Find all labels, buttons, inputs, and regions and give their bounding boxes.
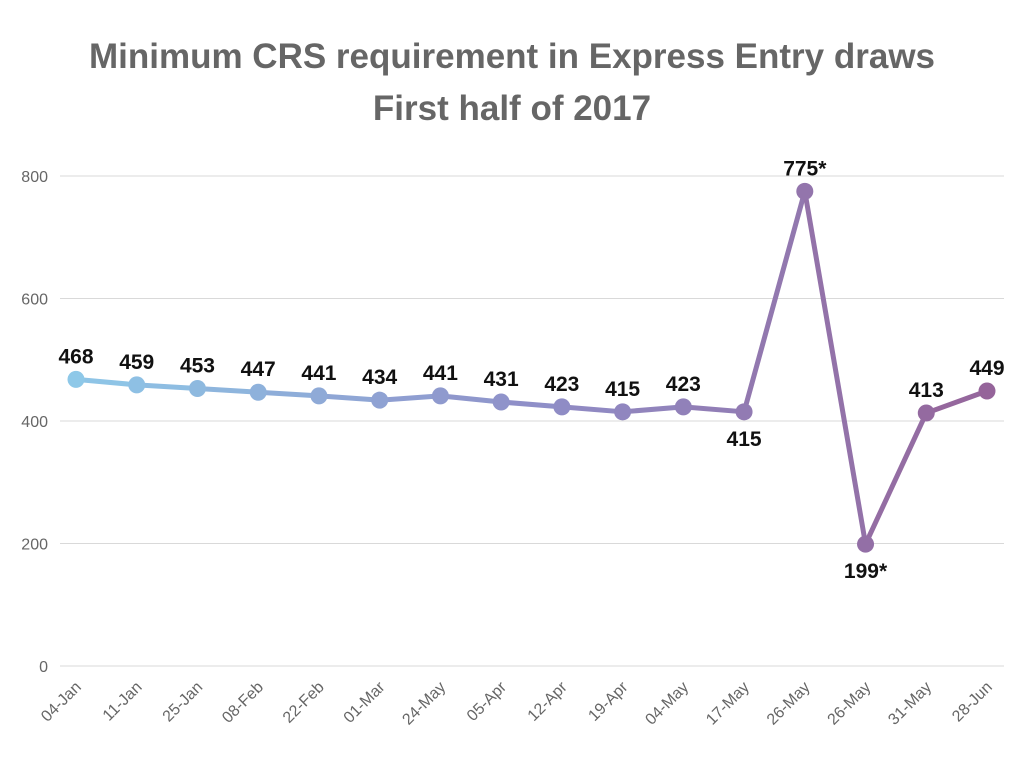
series-line-segment: [620, 404, 686, 415]
data-label: 449: [969, 357, 1004, 380]
y-tick-label: 600: [21, 292, 48, 309]
data-label: 775*: [783, 157, 827, 180]
data-point: [917, 404, 935, 422]
chart-title: Minimum CRS requirement in Express Entry…: [88, 37, 936, 76]
x-tick-label: 28-Jun: [949, 679, 996, 726]
series-line-segment: [255, 389, 322, 399]
series-line-segment: [863, 410, 929, 547]
data-label: 468: [58, 345, 93, 368]
x-tick-label: 04-May: [642, 679, 692, 729]
x-tick-label: 19-Apr: [585, 678, 631, 724]
series-line-segment: [316, 393, 383, 403]
series-line-segment: [559, 404, 626, 415]
chart-subtitle: First half of 2017: [372, 89, 652, 128]
x-tick-label: 11-Jan: [100, 679, 146, 725]
data-point: [371, 391, 389, 409]
data-label: 434: [362, 366, 397, 389]
x-tick-label: 25-Jan: [160, 679, 207, 726]
x-tick-label: 22-Feb: [280, 679, 328, 727]
series-line-segment: [923, 388, 990, 416]
x-tick-label: 24-May: [399, 679, 449, 729]
x-tick-label: 04-Jan: [38, 679, 85, 726]
data-point: [674, 398, 692, 416]
series-line-segment: [437, 393, 504, 405]
series-line-segment: [73, 376, 140, 388]
data-label: 441: [423, 362, 458, 385]
series-line-segment: [680, 404, 747, 415]
x-tick-label: 12-Apr: [525, 678, 571, 724]
y-tick-label: 200: [21, 537, 48, 554]
data-label: 447: [241, 358, 276, 381]
data-label: 415: [605, 378, 640, 401]
x-tick-label: 26-May: [764, 679, 814, 729]
data-point: [735, 403, 753, 421]
data-label: 453: [180, 355, 215, 378]
series-line-segment: [802, 188, 869, 547]
x-tick-label: 01-Mar: [341, 678, 389, 726]
data-label: 459: [119, 351, 154, 374]
data-point: [614, 403, 632, 421]
data-point: [796, 182, 814, 200]
x-tick-label: 08-Feb: [219, 679, 267, 727]
x-tick-label: 26-May: [825, 679, 875, 729]
data-point: [67, 370, 85, 388]
data-label: 441: [301, 362, 336, 385]
x-tick-label: 05-Apr: [464, 678, 510, 724]
data-label: 423: [544, 373, 579, 396]
data-label: 423: [666, 373, 701, 396]
data-point: [128, 376, 146, 394]
series-line-segment: [134, 382, 200, 392]
data-point: [310, 387, 328, 405]
data-point: [188, 380, 206, 398]
y-tick-label: 800: [21, 169, 48, 186]
data-point: [431, 387, 449, 405]
x-tick-label: 17-May: [703, 679, 753, 729]
data-label: 431: [484, 368, 519, 391]
y-tick-label: 0: [39, 659, 48, 676]
data-label: 199*: [844, 560, 888, 583]
data-point: [978, 382, 996, 400]
series-line-segment: [194, 386, 261, 395]
data-label: 413: [909, 379, 944, 402]
y-tick-label: 400: [21, 414, 48, 431]
data-point: [553, 398, 571, 416]
data-point: [857, 535, 875, 553]
data-point: [492, 393, 510, 411]
series-line-segment: [498, 399, 565, 410]
series-line-segment: [741, 188, 808, 415]
x-tick-label: 31-May: [885, 679, 935, 729]
series-line-segment: [377, 393, 443, 403]
data-label: 415: [727, 428, 762, 451]
data-point: [249, 383, 267, 401]
